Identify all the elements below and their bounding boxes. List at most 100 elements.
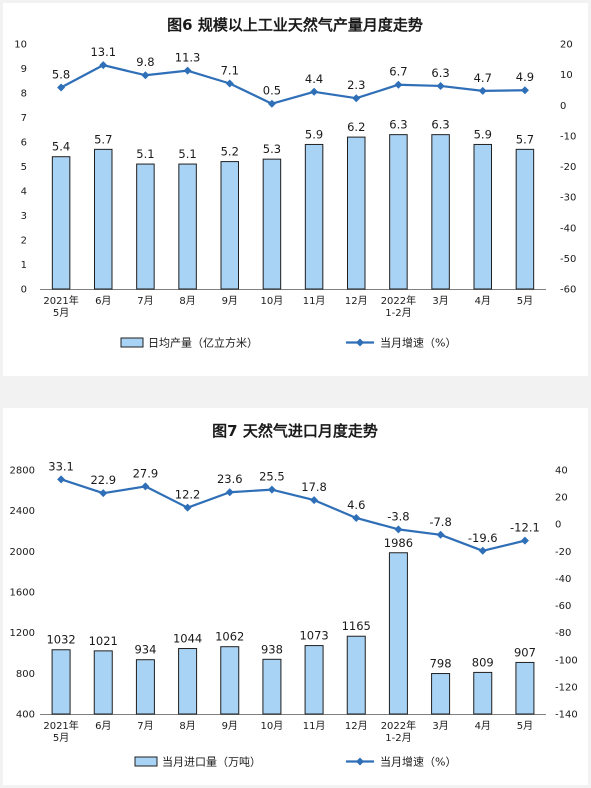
bar-value-label: 5.3 [263,142,281,156]
y-right-tick-label: -40 [555,574,571,585]
x-tick-label: 5月 [517,295,533,307]
line-point [352,513,361,522]
legend-line-marker [356,338,364,347]
bar-value-label: 1021 [89,634,118,648]
x-tick-label: 6月 [95,720,111,732]
bar [515,661,535,715]
x-tick-label: 3月 [432,720,448,732]
bar [304,645,324,715]
x-tick-label: 2021年 [43,294,78,307]
line-point [520,86,529,95]
line-value-label: 17.8 [301,480,327,494]
line-value-label: 25.5 [259,470,285,484]
chart-panel-2: 图7 天然气进口月度走势 400 800 1200 1600 2000 2400 2800 -1… [3,408,588,785]
y-right-tick-label: 20 [560,40,573,51]
y-left-tick-label: 1200 [10,628,35,639]
chart-2-svg: 图7 天然气进口月度走势40080012001600200024002800-1… [10,422,578,769]
bar [51,649,71,715]
x-tick-label: 11月 [303,720,326,732]
y-left-tick-label: 2400 [10,506,35,517]
x-tick-label: 4月 [475,295,491,307]
line-value-label: -12.1 [510,521,540,535]
x-tick-label: 6月 [95,295,111,307]
bar-value-label: 809 [472,655,494,669]
line-point [310,87,319,96]
y-left-tick-label: 5 [21,162,27,173]
legend-line-label: 当月增速（%） [380,336,456,350]
y-left-tick-label: 9 [21,64,27,75]
line-point [183,503,192,512]
bar-value-label: 934 [134,643,156,657]
bar-value-label: 1165 [342,619,371,633]
bar-value-label: 5.9 [474,127,492,141]
bar-value-label: 798 [430,657,452,671]
line-value-label: 27.9 [133,466,159,480]
bar [389,134,408,290]
y-right-tick-label: -120 [555,682,578,693]
line-point [478,86,487,95]
legend-line-label: 当月增速（%） [380,755,456,769]
y-right-tick-label: 10 [560,70,573,81]
line-value-label: 33.1 [48,459,74,473]
line-point [141,482,150,491]
bar-value-label: 5.7 [516,132,534,146]
bar [431,673,451,715]
x-tick-label: 5月 [53,307,69,319]
bar-value-label: 5.2 [221,145,239,159]
x-tick-label: 8月 [179,295,195,307]
line-point [225,79,234,88]
bar-value-label: 5.4 [52,140,70,154]
x-tick-label: 9月 [222,720,238,732]
legend-bar-label: 日均产量（亿立方米） [148,336,258,350]
y-left-tick-label: 2 [21,236,27,247]
y-right-tick-label: -60 [555,601,571,612]
line-value-label: 4.7 [474,71,492,85]
bar-value-label: 1986 [384,536,413,550]
bar [431,134,450,290]
chart-title: 图7 天然气进口月度走势 [212,422,378,440]
y-left-tick-label: 400 [16,710,35,721]
bar-value-label: 5.1 [136,147,154,161]
growth-line [60,478,526,552]
line-value-label: 22.9 [90,473,116,487]
bar [515,148,535,290]
line-value-label: 4.6 [347,498,365,512]
chart-panel-1: 图6 规模以上工业天然气产量月度走势 0 1 2 3 4 5 6 7 8 9 10 -60 -50 -40 -… [3,3,588,376]
y-right-tick-label: -60 [560,285,576,296]
y-right-tick-label: -100 [555,655,578,666]
line-point [57,83,66,92]
bar-value-label: 6.2 [347,120,365,134]
y-right-tick-label: 0 [560,101,566,112]
y-left-tick-label: 0 [21,285,27,296]
y-right-tick-label: -20 [555,547,571,558]
y-left-tick-label: 3 [21,211,27,222]
y-left-tick-label: 1600 [10,588,35,599]
bar [304,143,324,290]
y-right-tick-label: -140 [555,710,578,721]
line-value-label: 4.9 [516,70,534,84]
bar-value-label: 5.1 [178,147,196,161]
line-point [99,61,108,70]
y-right-tick-label: -50 [560,254,576,265]
line-value-label: -7.8 [429,515,451,529]
bar [178,648,198,715]
y-right-tick-label: -30 [560,193,576,204]
line-value-label: 0.5 [263,84,281,98]
growth-line [60,64,525,105]
line-point [478,546,487,555]
bar-value-label: 938 [261,642,283,656]
line-value-label: 13.1 [90,45,116,59]
line-point [310,496,319,505]
line-point [394,525,403,534]
y-right-tick-label: -20 [560,162,576,173]
y-right-tick-label: 0 [555,520,561,531]
bar [262,158,282,290]
x-tick-label: 5月 [53,732,69,744]
y-left-tick-label: 4 [21,187,27,198]
bar [51,156,71,290]
x-tick-label: 12月 [345,720,368,732]
bar [178,163,197,290]
line-value-label: 9.8 [136,55,154,69]
line-point [436,81,445,90]
bar [220,646,240,715]
